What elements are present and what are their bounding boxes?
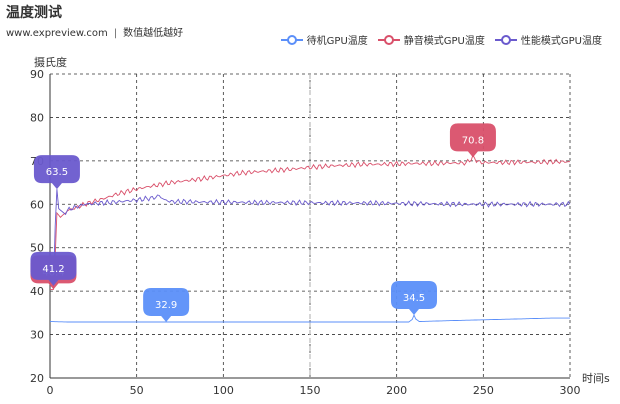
series-line-0 <box>49 313 570 323</box>
y-tick-label: 80 <box>30 111 44 124</box>
chart-subtitle: www.expreview.com | 数值越低越好 <box>6 24 183 39</box>
x-tick-label: 200 <box>386 384 407 397</box>
legend-symbol-quiet-icon <box>377 34 400 45</box>
legend-item-performance[interactable]: 性能模式GPU温度 <box>494 32 602 47</box>
x-tick-label: 100 <box>213 384 234 397</box>
data-marker-pin <box>30 251 77 286</box>
data-marker-label: 63.5 <box>46 167 68 178</box>
legend-item-quiet[interactable]: 静音模式GPU温度 <box>377 32 485 47</box>
x-tick-label: 250 <box>473 384 494 397</box>
series-line-2 <box>50 189 571 287</box>
legend-symbol-performance-icon <box>494 34 517 45</box>
series-line-1 <box>50 153 571 290</box>
legend-label-quiet: 静音模式GPU温度 <box>403 36 485 47</box>
legend-item-idle[interactable]: 待机GPU温度 <box>280 32 368 47</box>
data-marker-label: 41.2 <box>42 264 64 275</box>
note-text: 数值越低越好 <box>123 28 184 39</box>
data-marker-pin <box>449 123 496 158</box>
y-tick-label: 50 <box>30 242 44 255</box>
x-tick-label: 50 <box>130 384 144 397</box>
chart-title: 温度测试 <box>6 5 62 21</box>
y-tick-label: 90 <box>30 68 44 81</box>
data-marker-pin <box>391 281 437 316</box>
x-tick-label: 150 <box>300 384 321 397</box>
y-tick-label: 30 <box>30 329 44 342</box>
x-axis-title: 时间s <box>582 372 610 385</box>
data-marker-label: 70.8 <box>462 135 484 146</box>
data-marker-pin <box>33 155 80 190</box>
site-url: www.expreview.com <box>6 28 108 39</box>
divider: | <box>113 28 118 39</box>
y-tick-label: 60 <box>30 198 44 211</box>
legend-label-performance: 性能模式GPU温度 <box>520 36 602 47</box>
x-tick-label: 300 <box>560 384 581 397</box>
y-axis-title: 摄氏度 <box>34 55 67 69</box>
x-tick-label: 0 <box>47 384 54 397</box>
legend-label-idle: 待机GPU温度 <box>306 36 368 47</box>
data-marker-label: 34.5 <box>403 293 425 304</box>
legend-symbol-idle-icon <box>280 34 303 45</box>
y-tick-label: 40 <box>30 285 44 298</box>
legend: 待机GPU温度 静音模式GPU温度 性能模式GPU温度 <box>280 32 602 47</box>
data-marker-label: 32.9 <box>155 300 177 311</box>
data-marker-pin <box>143 287 190 322</box>
y-tick-label: 20 <box>30 372 44 385</box>
